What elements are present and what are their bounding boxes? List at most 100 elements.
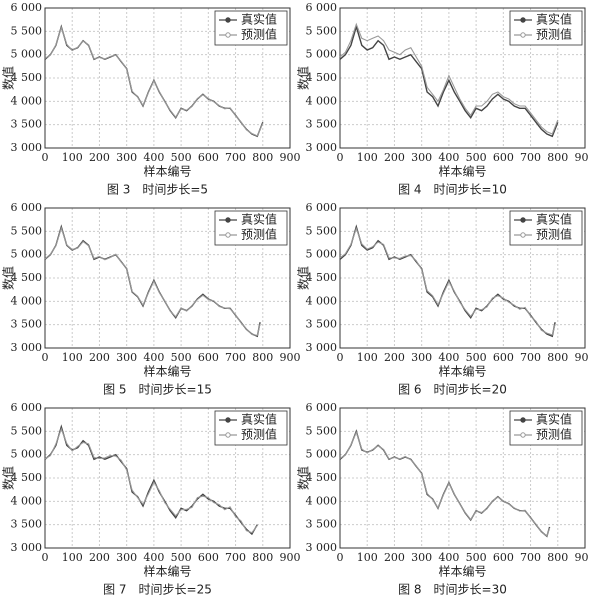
x-axis-label: 样本编号: [143, 364, 191, 379]
x-tick-label: 400: [143, 151, 164, 164]
x-axis-label: 样本编号: [143, 564, 191, 579]
y-tick-label: 5 000: [306, 448, 338, 461]
legend-label: 预测值: [241, 427, 277, 442]
legend-label: 真实值: [536, 212, 572, 227]
y-tick-label: 6 000: [11, 201, 43, 214]
y-tick-label: 3 000: [306, 141, 338, 154]
x-tick-label: 600: [198, 351, 219, 364]
legend-label: 真实值: [536, 412, 572, 427]
x-tick-label: 400: [143, 551, 164, 564]
x-tick-label: 900: [280, 151, 301, 164]
x-tick-label: 300: [116, 551, 137, 564]
legend-marker: [226, 33, 230, 37]
x-tick-label: 100: [357, 151, 378, 164]
y-tick-label: 4 000: [11, 94, 43, 107]
x-axis-label: 样本编号: [438, 164, 486, 179]
y-tick-label: 3 500: [306, 318, 338, 331]
x-tick-label: 200: [89, 551, 110, 564]
x-tick-label: 900: [575, 551, 589, 564]
y-axis-label: 数值: [296, 466, 311, 490]
x-tick-label: 900: [280, 551, 301, 564]
x-tick-label: 200: [89, 351, 110, 364]
y-tick-label: 3 500: [11, 518, 43, 531]
y-tick-label: 4 000: [11, 294, 43, 307]
series-line: [340, 431, 550, 536]
legend-label: 真实值: [241, 412, 277, 427]
figure-caption: 图 3 时间步长=5: [107, 183, 208, 197]
x-tick-label: 800: [252, 351, 273, 364]
legend-marker: [521, 33, 525, 37]
legend-marker: [226, 18, 230, 22]
x-tick-label: 100: [62, 551, 83, 564]
x-tick-label: 900: [575, 151, 589, 164]
y-tick-label: 3 000: [306, 541, 338, 554]
x-tick-label: 900: [280, 351, 301, 364]
series-line: [340, 432, 550, 536]
y-axis-label: 数值: [296, 266, 311, 290]
x-tick-label: 500: [171, 151, 192, 164]
x-tick-label: 800: [547, 351, 568, 364]
x-axis-label: 样本编号: [438, 564, 486, 579]
y-tick-label: 5 000: [11, 48, 43, 61]
x-tick-label: 500: [171, 351, 192, 364]
y-tick-label: 5 500: [306, 224, 338, 237]
y-tick-label: 5 000: [11, 248, 43, 261]
x-tick-label: 800: [547, 151, 568, 164]
y-tick-label: 5 500: [306, 424, 338, 437]
figure-caption: 图 6 时间步长=20: [398, 383, 507, 397]
x-tick-label: 100: [357, 351, 378, 364]
legend-marker: [226, 433, 230, 437]
x-tick-label: 200: [89, 151, 110, 164]
x-tick-label: 700: [520, 151, 541, 164]
legend-marker: [521, 218, 525, 222]
y-tick-label: 3 000: [11, 341, 43, 354]
x-tick-label: 800: [547, 551, 568, 564]
x-tick-label: 100: [357, 551, 378, 564]
legend-label: 预测值: [536, 427, 572, 442]
legend-label: 真实值: [241, 12, 277, 27]
y-axis-label: 数值: [1, 66, 16, 90]
legend-marker: [226, 418, 230, 422]
x-tick-label: 100: [62, 351, 83, 364]
x-tick-label: 400: [438, 551, 459, 564]
legend-label: 预测值: [241, 227, 277, 242]
x-tick-label: 200: [384, 351, 405, 364]
y-tick-label: 6 000: [11, 401, 43, 414]
legend-label: 预测值: [241, 27, 277, 42]
x-tick-label: 500: [171, 551, 192, 564]
y-tick-label: 3 500: [306, 118, 338, 131]
x-tick-label: 0: [337, 351, 344, 364]
x-axis-label: 样本编号: [438, 364, 486, 379]
legend-marker: [521, 18, 525, 22]
legend-label: 预测值: [536, 27, 572, 42]
x-tick-label: 600: [198, 151, 219, 164]
x-tick-label: 900: [575, 351, 589, 364]
x-tick-label: 700: [520, 351, 541, 364]
y-tick-label: 5 000: [306, 248, 338, 261]
x-tick-label: 300: [116, 351, 137, 364]
x-tick-label: 400: [438, 151, 459, 164]
y-tick-label: 4 000: [11, 494, 43, 507]
y-tick-label: 3 500: [11, 318, 43, 331]
legend-marker: [226, 233, 230, 237]
legend-marker: [226, 218, 230, 222]
y-tick-label: 5 000: [11, 448, 43, 461]
y-tick-label: 6 000: [11, 1, 43, 14]
y-tick-label: 6 000: [306, 1, 338, 14]
y-axis-label: 数值: [1, 466, 16, 490]
x-tick-label: 200: [384, 151, 405, 164]
x-tick-label: 400: [438, 351, 459, 364]
y-tick-label: 5 000: [306, 48, 338, 61]
legend-label: 预测值: [536, 227, 572, 242]
y-tick-label: 4 000: [306, 94, 338, 107]
x-tick-label: 800: [252, 551, 273, 564]
y-axis-label: 数值: [296, 66, 311, 90]
x-tick-label: 300: [411, 551, 432, 564]
legend-label: 真实值: [241, 212, 277, 227]
